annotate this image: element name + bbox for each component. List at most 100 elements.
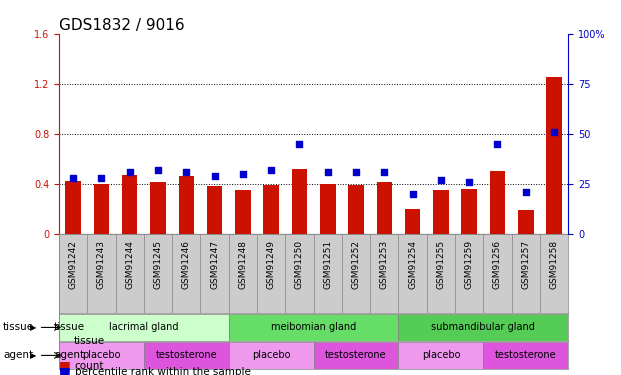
Bar xyxy=(263,185,279,234)
Bar xyxy=(348,185,364,234)
Bar xyxy=(427,234,455,314)
Text: submandibular gland: submandibular gland xyxy=(432,322,535,332)
Bar xyxy=(461,189,477,234)
Text: ▶: ▶ xyxy=(30,323,36,332)
Bar xyxy=(172,234,201,314)
Text: agent: agent xyxy=(54,350,84,360)
Point xyxy=(436,177,446,183)
Point xyxy=(68,175,78,181)
Point xyxy=(379,169,389,175)
Bar xyxy=(405,209,420,234)
Text: GSM91252: GSM91252 xyxy=(351,240,361,289)
Bar xyxy=(285,234,314,314)
Text: percentile rank within the sample: percentile rank within the sample xyxy=(75,367,250,375)
Bar xyxy=(257,234,285,314)
Point xyxy=(465,178,474,184)
Text: testosterone: testosterone xyxy=(495,350,556,360)
Point xyxy=(96,175,106,181)
Point xyxy=(181,169,191,175)
Text: GSM91250: GSM91250 xyxy=(295,240,304,289)
Text: placebo: placebo xyxy=(422,350,460,360)
Bar xyxy=(490,171,505,234)
Bar xyxy=(314,234,342,314)
Bar xyxy=(88,234,116,314)
Bar xyxy=(483,342,568,369)
Bar xyxy=(65,181,81,234)
Point xyxy=(521,189,531,195)
Point xyxy=(125,169,135,175)
Bar xyxy=(314,342,399,369)
Point xyxy=(153,166,163,172)
Bar xyxy=(122,175,137,234)
Text: GSM91247: GSM91247 xyxy=(210,240,219,289)
Text: count: count xyxy=(75,361,104,370)
Bar xyxy=(512,234,540,314)
Text: placebo: placebo xyxy=(252,350,291,360)
Text: ■: ■ xyxy=(59,359,71,372)
Bar xyxy=(150,182,166,234)
Text: tissue: tissue xyxy=(3,322,34,332)
Text: GSM91251: GSM91251 xyxy=(324,240,332,289)
Bar xyxy=(207,186,222,234)
Bar xyxy=(483,234,512,314)
Bar xyxy=(455,234,483,314)
Point xyxy=(323,169,333,175)
Text: GSM91249: GSM91249 xyxy=(266,240,276,289)
Bar xyxy=(376,182,392,234)
Bar xyxy=(229,234,257,314)
Bar xyxy=(540,234,568,314)
Bar xyxy=(144,342,229,369)
Text: agent: agent xyxy=(3,350,34,360)
Point xyxy=(549,129,559,135)
Bar xyxy=(399,234,427,314)
Text: tissue: tissue xyxy=(53,322,84,332)
Point xyxy=(266,166,276,172)
Bar xyxy=(399,342,483,369)
Text: placebo: placebo xyxy=(82,350,120,360)
Text: GSM91243: GSM91243 xyxy=(97,240,106,289)
Text: testosterone: testosterone xyxy=(155,350,217,360)
Bar xyxy=(201,234,229,314)
Bar xyxy=(229,342,314,369)
Text: meibomian gland: meibomian gland xyxy=(271,322,356,332)
Text: testosterone: testosterone xyxy=(325,350,387,360)
Point xyxy=(492,141,502,147)
Bar xyxy=(229,314,399,341)
Bar xyxy=(144,234,172,314)
Point xyxy=(238,171,248,177)
Text: GSM91248: GSM91248 xyxy=(238,240,247,289)
Text: lacrimal gland: lacrimal gland xyxy=(109,322,179,332)
Text: GSM91254: GSM91254 xyxy=(408,240,417,289)
Bar xyxy=(433,190,449,234)
Bar xyxy=(320,184,335,234)
Point xyxy=(210,172,220,178)
Bar xyxy=(546,78,562,234)
Text: GSM91258: GSM91258 xyxy=(550,240,558,289)
Text: GSM91245: GSM91245 xyxy=(153,240,163,289)
Bar xyxy=(116,234,144,314)
Bar xyxy=(235,190,251,234)
Bar xyxy=(94,184,109,234)
Text: GSM91255: GSM91255 xyxy=(437,240,445,289)
Bar xyxy=(59,342,144,369)
Text: GSM91256: GSM91256 xyxy=(493,240,502,289)
Bar xyxy=(59,234,88,314)
Text: ■: ■ xyxy=(59,366,71,375)
Bar xyxy=(342,234,370,314)
Text: GSM91259: GSM91259 xyxy=(465,240,474,289)
Bar xyxy=(178,176,194,234)
Text: GDS1832 / 9016: GDS1832 / 9016 xyxy=(59,18,184,33)
Text: tissue: tissue xyxy=(74,336,105,346)
Bar xyxy=(399,314,568,341)
Text: GSM91242: GSM91242 xyxy=(69,240,78,289)
Bar xyxy=(370,234,399,314)
Point xyxy=(407,190,417,196)
Bar xyxy=(59,314,229,341)
Text: GSM91244: GSM91244 xyxy=(125,240,134,289)
Text: ▶: ▶ xyxy=(30,351,36,360)
Text: GSM91253: GSM91253 xyxy=(380,240,389,289)
Text: GSM91257: GSM91257 xyxy=(521,240,530,289)
Bar xyxy=(518,210,533,234)
Bar xyxy=(292,169,307,234)
Point xyxy=(351,169,361,175)
